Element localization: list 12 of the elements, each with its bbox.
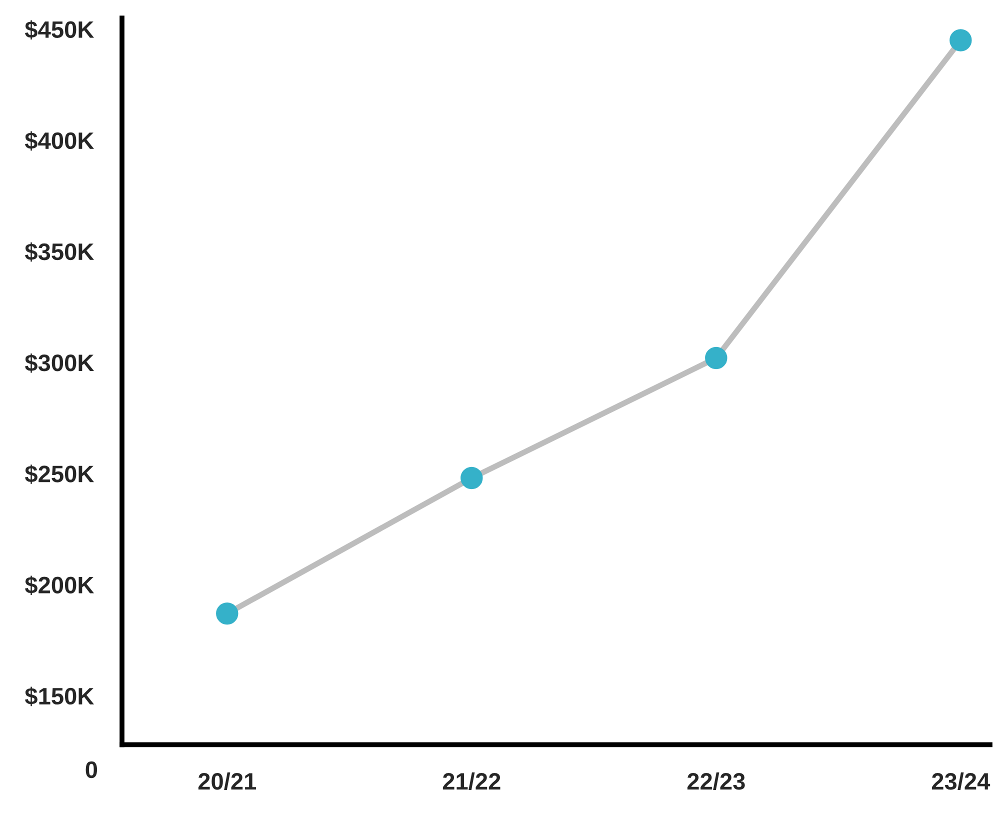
- text: 0: [86, 761, 98, 778]
- x-tick-label: 20/21: [198, 772, 256, 790]
- y-tick-label: $250K: [24, 464, 94, 484]
- x-tick-label: 21/22: [442, 772, 500, 790]
- y-tick-label: $150K: [24, 686, 94, 706]
- x-tick-label: 23/24: [932, 772, 990, 790]
- y-tick-label: $300K: [24, 354, 94, 373]
- y-tick-label: $200K: [24, 576, 94, 595]
- y-tick-label: $350K: [24, 242, 94, 262]
- y-tick-label: $400K: [24, 131, 94, 151]
- x-tick-label: 22/23: [687, 772, 745, 790]
- y-tick-label: $450K: [24, 20, 94, 40]
